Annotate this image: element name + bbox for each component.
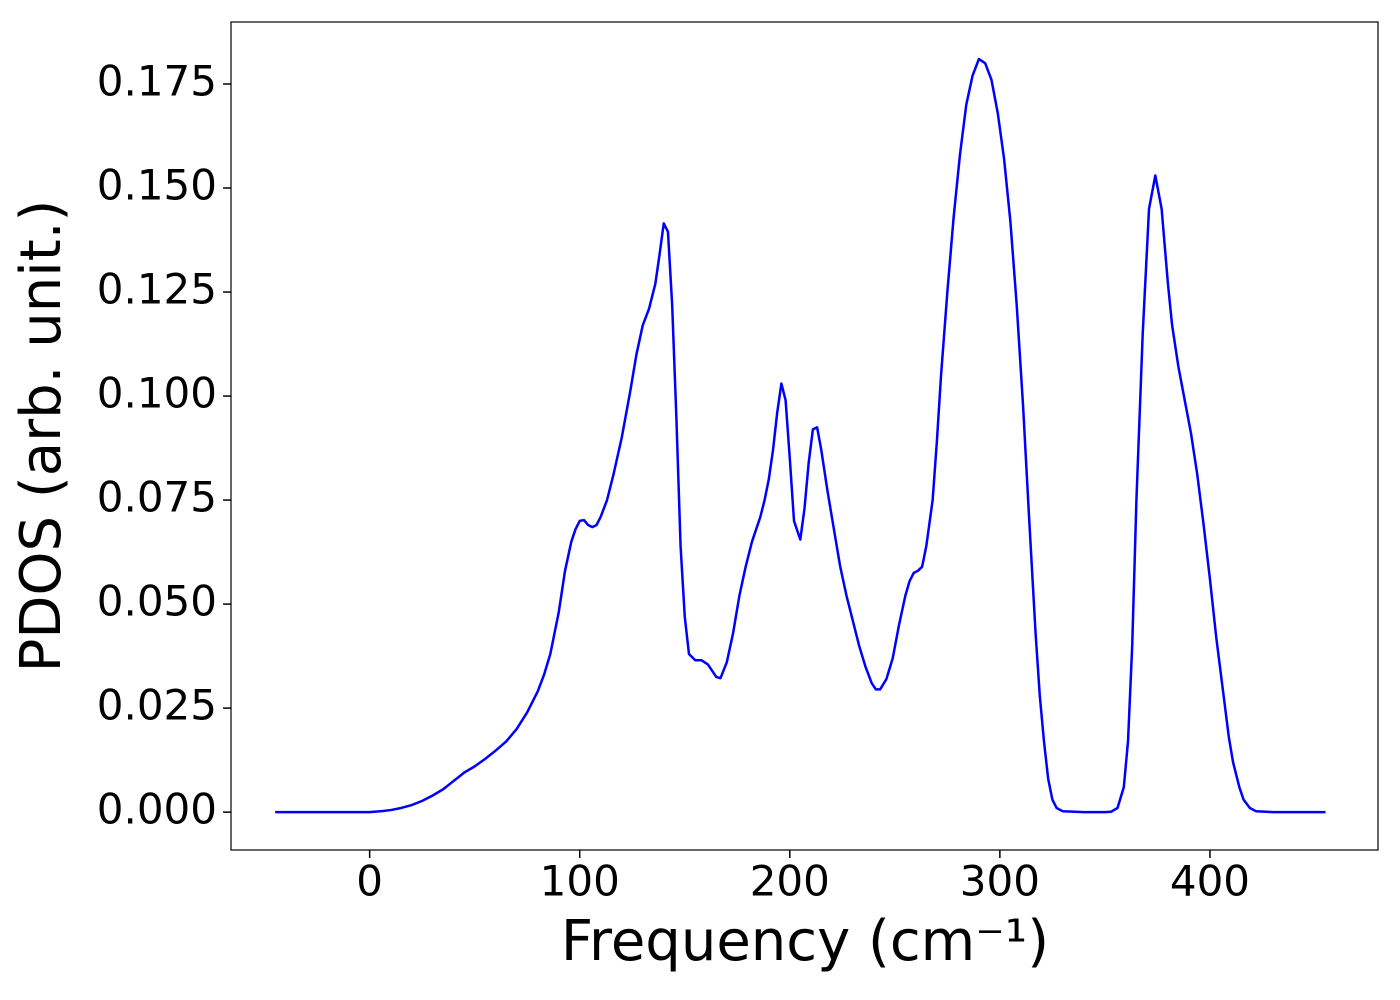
plot-frame bbox=[230, 21, 1379, 851]
x-axis-label: Frequency (cm⁻¹) bbox=[561, 909, 1049, 974]
y-tick-label: 0.025 bbox=[97, 681, 217, 730]
y-tick-label: 0.050 bbox=[97, 577, 217, 626]
x-tick-label: 300 bbox=[960, 857, 1040, 906]
line-series bbox=[275, 57, 1326, 814]
y-tick-label: 0.100 bbox=[97, 369, 217, 418]
y-tick-label: 0.000 bbox=[97, 785, 217, 834]
y-tick-label: 0.175 bbox=[97, 56, 217, 105]
x-tick-label: 400 bbox=[1170, 857, 1250, 906]
y-tick-label: 0.075 bbox=[97, 473, 217, 522]
y-axis-label: PDOS (arb. unit.) bbox=[9, 200, 74, 673]
x-tick-label: 0 bbox=[356, 857, 383, 906]
y-tick-label: 0.150 bbox=[97, 161, 217, 210]
y-tick-label: 0.125 bbox=[97, 265, 217, 314]
x-tick-label: 100 bbox=[540, 857, 620, 906]
x-tick-label: 200 bbox=[750, 857, 830, 906]
